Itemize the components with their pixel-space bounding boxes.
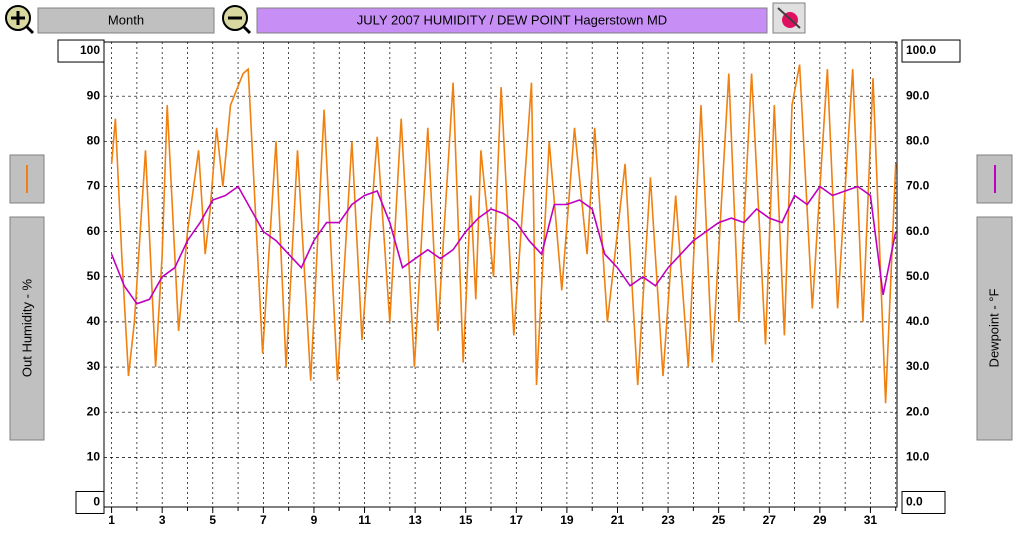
month-button-label: Month [108, 12, 144, 27]
y-tick-label: 40 [87, 314, 101, 328]
y-tick-label: 30 [87, 359, 101, 373]
series-line [110, 64, 897, 404]
series-line [110, 185, 897, 305]
tick-label-box [57, 39, 105, 63]
y-tick-label: 100 [80, 43, 100, 57]
y-tick-label: 60 [87, 224, 101, 238]
y-tick-label: 0 [93, 495, 100, 509]
x-tick-label: 3 [159, 513, 166, 527]
x-tick-label: 27 [763, 513, 777, 527]
y-tick-label: 90 [87, 88, 101, 102]
x-tick-label: 5 [209, 513, 216, 527]
y2-tick-label: 50.0 [906, 269, 930, 283]
y-axis-label: Out Humidity - % [19, 278, 34, 377]
x-tick-label: 17 [510, 513, 524, 527]
chart-title: JULY 2007 HUMIDITY / DEW POINT Hagerstow… [357, 12, 667, 27]
x-tick-label: 1 [108, 513, 115, 527]
tick-label-box [901, 39, 961, 63]
y2-tick-label: 80.0 [906, 133, 930, 147]
y-tick-label: 20 [87, 404, 101, 418]
x-tick-label: 7 [260, 513, 267, 527]
y2-tick-label: 40.0 [906, 314, 930, 328]
x-tick-label: 21 [611, 513, 625, 527]
tick-label-box [75, 490, 105, 514]
y-label-panel [9, 216, 45, 441]
settings-icon[interactable] [772, 2, 806, 34]
x-tick-label: 19 [560, 513, 574, 527]
y-tick-label: 80 [87, 133, 101, 147]
y2-tick-label: 90.0 [906, 88, 930, 102]
y2-label-panel [976, 216, 1013, 441]
x-tick-label: 9 [311, 513, 318, 527]
y-tick-label: 70 [87, 179, 101, 193]
x-tick-label: 15 [459, 513, 473, 527]
tick-label-box [901, 490, 946, 514]
y2-tick-label: 60.0 [906, 224, 930, 238]
title-bar [256, 7, 768, 34]
y2-tick-label: 10.0 [906, 450, 930, 464]
month-button[interactable] [37, 7, 215, 34]
y-tick-label: 50 [87, 269, 101, 283]
y2-tick-label: 0.0 [906, 495, 923, 509]
x-tick-label: 25 [712, 513, 726, 527]
x-tick-label: 31 [864, 513, 878, 527]
zoom-in-button[interactable] [5, 5, 35, 35]
y2-tick-label: 100.0 [906, 43, 936, 57]
y-tick-label: 10 [87, 450, 101, 464]
y2-axis-label: Dewpoint - °F [986, 288, 1001, 367]
y2-tick-label: 20.0 [906, 404, 930, 418]
y2-tick-label: 30.0 [906, 359, 930, 373]
x-tick-label: 11 [358, 513, 371, 527]
x-tick-label: 29 [813, 513, 827, 527]
zoom-out-button[interactable] [222, 5, 252, 35]
x-tick-label: 23 [661, 513, 675, 527]
x-tick-label: 13 [408, 513, 422, 527]
y2-tick-label: 70.0 [906, 179, 930, 193]
